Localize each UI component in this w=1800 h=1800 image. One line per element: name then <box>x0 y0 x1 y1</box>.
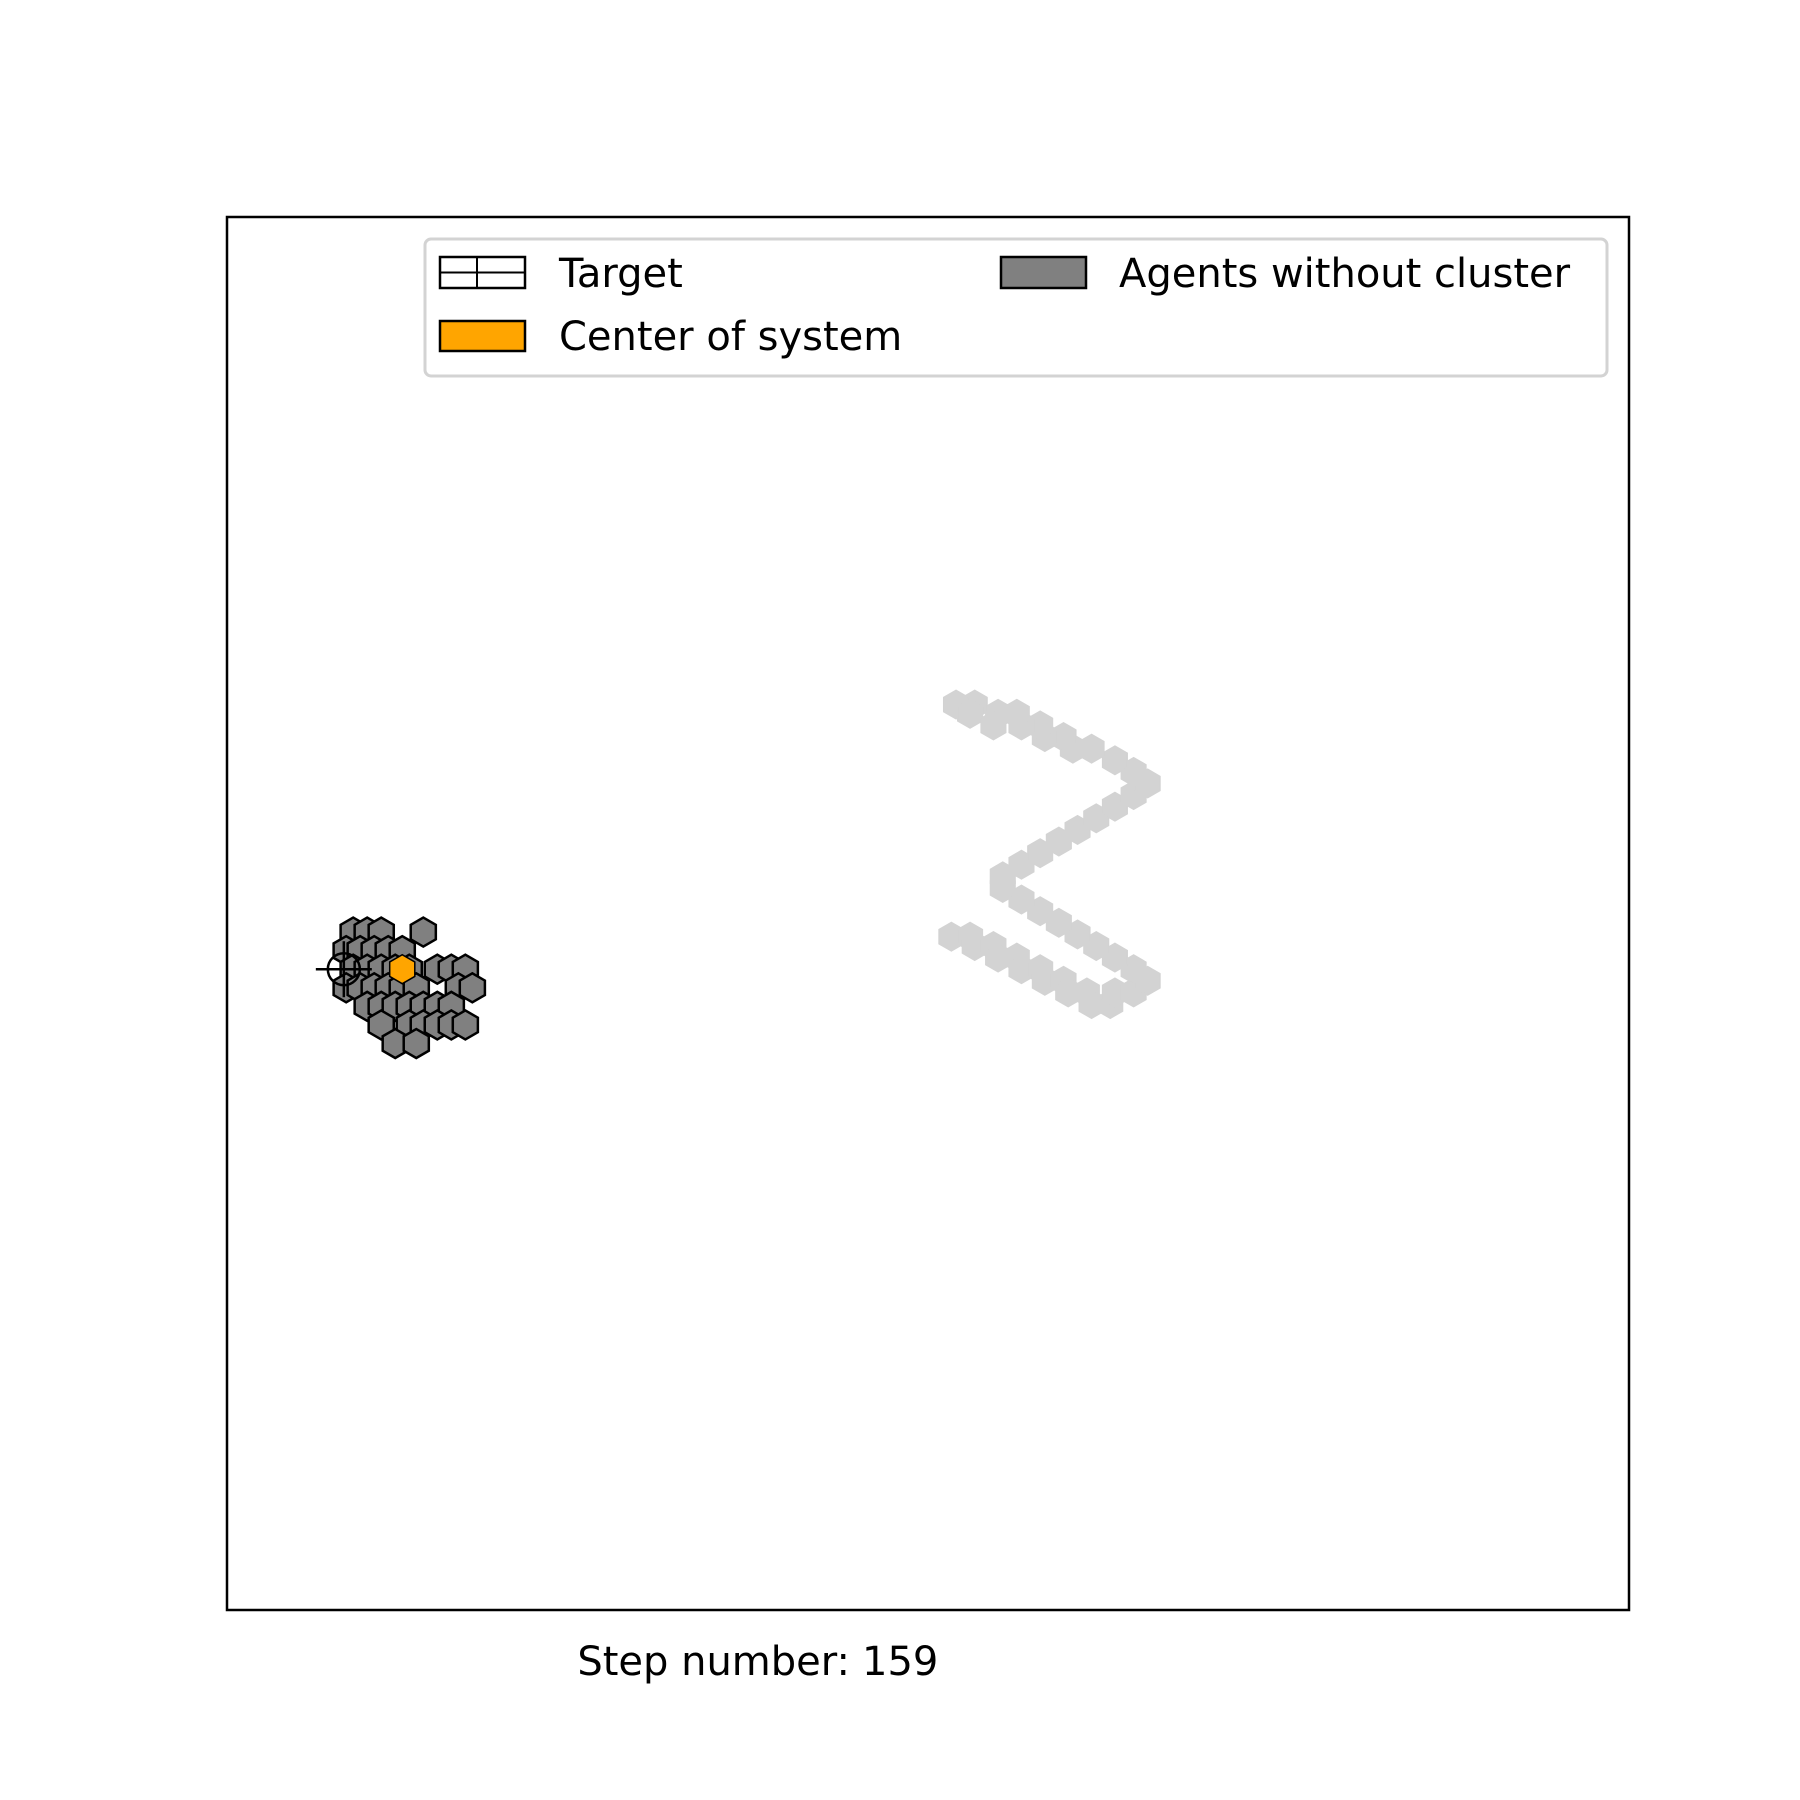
legend-label-target: Target <box>558 251 683 297</box>
agent-cell <box>409 916 438 949</box>
legend-frame <box>423 237 1609 378</box>
agent-cell <box>458 971 487 1004</box>
step-number-value: 159 <box>862 1639 938 1685</box>
target-cell <box>957 698 984 729</box>
target-cell <box>980 710 1007 741</box>
agent-layer <box>332 916 487 1060</box>
legend-label-center: Center of system <box>559 314 902 360</box>
legend-label-agents: Agents without cluster <box>1119 251 1571 297</box>
legend-swatch-agents <box>999 255 1088 290</box>
plot-area <box>225 215 1631 1612</box>
center-of-system-cell <box>388 953 416 985</box>
agent-cell <box>451 1009 480 1041</box>
legend-swatch-center <box>438 319 527 353</box>
step-number-label: Step number: <box>577 1639 850 1685</box>
agent-cell <box>402 1027 431 1060</box>
legend: Target Agents without cluster Center of … <box>423 237 1609 378</box>
legend-swatch-target <box>438 255 527 290</box>
target-layer <box>938 689 1161 1020</box>
target-marker-layer <box>315 941 372 998</box>
